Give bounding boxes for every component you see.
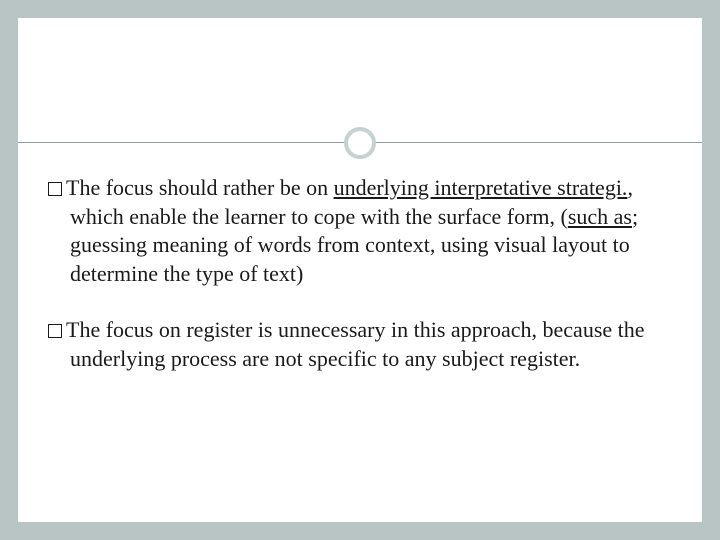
body-paragraph: The focus should rather be on underlying… (48, 174, 672, 288)
text-run: such as (568, 204, 632, 229)
slide-card: The focus should rather be on underlying… (18, 18, 702, 522)
body-paragraph: The focus on register is unnecessary in … (48, 316, 672, 373)
square-bullet-icon (48, 324, 62, 338)
content-area: The focus should rather be on underlying… (48, 174, 672, 402)
text-run: The focus on register is unnecessary in … (66, 317, 645, 371)
text-run: underlying interpretative strategi. (334, 175, 628, 200)
slide-background: The focus should rather be on underlying… (0, 0, 720, 540)
text-run: The focus should rather be on (66, 175, 334, 200)
divider-ring-icon (344, 127, 376, 159)
title-divider (18, 126, 702, 160)
square-bullet-icon (48, 182, 62, 196)
